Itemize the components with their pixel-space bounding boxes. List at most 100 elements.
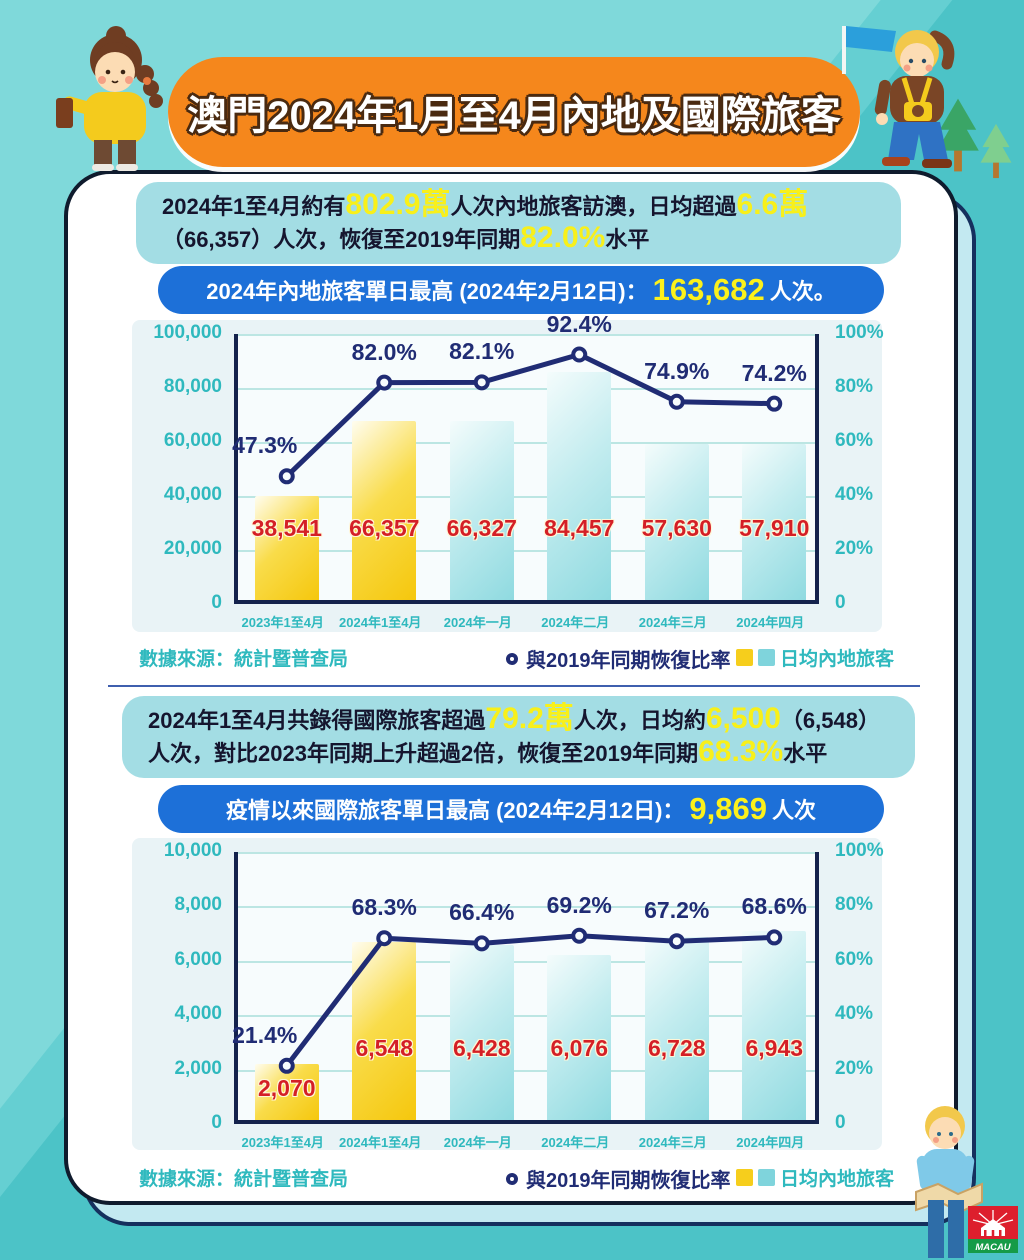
banner-highlight: 163,682 — [652, 272, 765, 307]
mainland-summary: 2024年1至4月約有802.9萬人次內地旅客訪澳，日均超過6.6萬 （66,35… — [136, 182, 901, 264]
y-axis-tick-right: 60% — [835, 948, 874, 970]
recovery-rate-line — [278, 927, 783, 1074]
line-marker-icon — [506, 1172, 518, 1185]
tree-icon — [937, 98, 979, 172]
bar-value-label: 66,327 — [446, 515, 517, 541]
x-axis-tick: 2024年二月 — [541, 1135, 610, 1150]
mainland-peak-banner: 2024年內地旅客單日最高 (2024年2月12日)： 163,682 人次。 — [158, 266, 884, 314]
y-axis-tick-left: 0 — [211, 1112, 222, 1133]
summary-line: 2024年1至4月共錄得國際旅客超過79.2萬人次，日均約6,500（6,548… — [148, 704, 889, 737]
bar — [352, 420, 417, 600]
y-axis-tick-right: 100% — [835, 840, 884, 861]
line-point-label: 66.4% — [449, 899, 515, 926]
x-axis-tick: 2023年1至4月 — [241, 615, 324, 630]
line-path — [285, 352, 775, 479]
y-axis-tick-right: 100% — [835, 322, 884, 343]
bar-value-label: 6,728 — [647, 1035, 706, 1061]
gridline — [238, 334, 815, 336]
data-source-label: 數據來源：統計暨普查局 — [139, 1169, 349, 1190]
plot-area: 38,541 66,357 66,327 84,457 57,630 57,910 47.3… — [232, 311, 819, 604]
x-axis-tick: 2024年二月 — [541, 615, 610, 630]
gridline — [238, 1069, 815, 1072]
tree-icon — [980, 123, 1012, 179]
map-reader-illustration — [915, 1106, 983, 1258]
y-axis-tick-right: 40% — [835, 484, 874, 505]
line-marker — [376, 374, 393, 391]
y-axis-tick-right: 0 — [835, 1112, 846, 1133]
x-axis-tick: 2024年一月 — [443, 615, 512, 630]
international-peak-banner: 疫情以來國際旅客單日最高 (2024年2月12日)： 9,869 人次 — [158, 785, 884, 833]
gridline — [238, 906, 815, 909]
banner-highlight: 9,869 — [689, 791, 767, 826]
line-marker — [278, 1057, 295, 1074]
international-chart-legend: 數據來源：統計暨普查局 與2019年同期恢復比率 日均內地旅客 — [68, 1162, 962, 1192]
y-axis-tick-left: 40,000 — [163, 484, 222, 505]
summary-text: 水平 — [605, 226, 650, 252]
bar — [644, 444, 709, 600]
bar — [644, 937, 709, 1120]
gridline — [238, 442, 815, 444]
gridline — [238, 852, 815, 854]
teal-bar-swatch — [757, 649, 775, 666]
data-source-label: 數據來源：統計暨普查局 — [139, 649, 349, 670]
banner-text: 疫情以來國際旅客單日最高 (2024年2月12日)： — [225, 798, 685, 823]
summary-text: 水平 — [783, 740, 828, 766]
line-point-label: 67.2% — [644, 897, 710, 924]
bar-legend-label: 日均內地旅客 — [779, 1169, 894, 1190]
line-point-label: 82.0% — [351, 338, 417, 365]
boy-tourist-illustration — [842, 26, 955, 168]
y-axis-tick-right: 40% — [835, 1003, 874, 1025]
bar-legend-label: 日均內地旅客 — [779, 649, 894, 670]
y-axis-tick-left: 2,000 — [174, 1057, 222, 1079]
recovery-rate-line — [278, 346, 783, 485]
bar-value-label: 6,076 — [550, 1035, 609, 1061]
bar-value-label: 84,457 — [544, 515, 615, 541]
main-card: 2024年1至4月約有802.9萬人次內地旅客訪澳，日均超過6.6萬 （66,35… — [64, 170, 958, 1205]
line-legend-label: 與2019年同期恢復比率 — [526, 650, 731, 672]
line-marker — [668, 933, 685, 950]
summary-line: 2024年1至4月約有802.9萬人次內地旅客訪澳，日均超過6.6萬 — [162, 190, 875, 223]
line-marker — [278, 468, 295, 485]
logo-text: MACAU — [975, 1242, 1011, 1253]
summary-highlight: 82.0% — [520, 220, 606, 254]
title-banner: 澳門2024年1月至4月內地及國際旅客 — [168, 57, 860, 167]
summary-highlight: 79.2萬 — [485, 702, 574, 735]
girl-tourist-illustration — [56, 26, 163, 171]
summary-text: 人次內地旅客訪澳，日均超過 — [450, 194, 737, 219]
y-axis-tick-left: 60,000 — [163, 430, 222, 451]
summary-line: （66,357）人次，恢復至2019年同期82.0%水平 — [162, 220, 875, 256]
y-axis-tick-left: 0 — [211, 592, 222, 613]
teal-bar-swatch — [757, 1169, 775, 1186]
line-point-label: 74.2% — [741, 359, 807, 386]
line-point-label: 69.2% — [546, 891, 612, 918]
bar — [449, 420, 514, 600]
summary-highlight: 6,500 — [705, 702, 781, 735]
bar-value-label: 57,910 — [739, 515, 810, 541]
line-marker — [571, 927, 588, 944]
x-axis-tick: 2023年1至4月 — [241, 1135, 324, 1150]
line-point-label: 68.3% — [351, 894, 417, 921]
line-marker — [473, 374, 490, 391]
bar — [547, 954, 612, 1120]
bar-value-label: 6,548 — [355, 1035, 414, 1061]
line-point-label: 47.3% — [232, 432, 298, 459]
gridline — [238, 550, 815, 552]
bar-legend: 日均內地旅客 — [735, 1164, 894, 1191]
line-point-label: 21.4% — [232, 1021, 298, 1048]
mainland-chart-legend: 數據來源：統計暨普查局 與2019年同期恢復比率 日均內地旅客 — [68, 642, 962, 672]
summary-text: （66,357）人次，恢復至2019年同期 — [162, 226, 521, 252]
banner-text: 2024年內地旅客單日最高 (2024年2月12日)： — [206, 279, 648, 304]
bar-value-label: 57,630 — [641, 515, 712, 541]
bar — [352, 941, 417, 1120]
bar-value-label: 66,357 — [349, 515, 420, 541]
gridline — [238, 1015, 815, 1018]
banner-suffix: 人次。 — [769, 279, 836, 304]
x-axis-tick: 2024年1至4月 — [339, 1135, 422, 1150]
international-summary: 2024年1至4月共錄得國際旅客超過79.2萬人次，日均約6,500（6,548… — [122, 696, 915, 778]
summary-line: 人次，對比2023年同期上升超過2倍，恢復至2019年同期68.3%水平 — [148, 736, 889, 770]
line-marker — [571, 346, 588, 363]
line-path — [284, 933, 775, 1068]
y-axis-tick-left: 20,000 — [163, 538, 222, 559]
x-axis-tick: 2024年三月 — [638, 1135, 707, 1150]
summary-text: 人次，日均約 — [573, 708, 706, 733]
